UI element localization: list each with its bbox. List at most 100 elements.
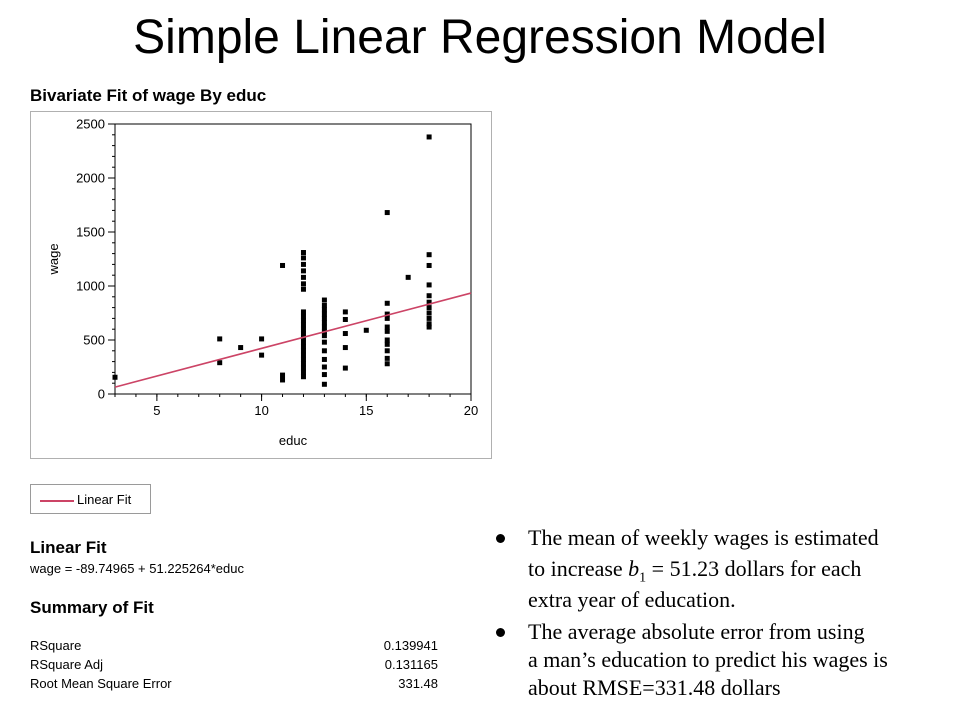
data-point (342, 345, 348, 351)
note-rmse: The average absolute error from using a … (492, 618, 952, 702)
data-point (384, 311, 390, 317)
data-point (384, 300, 390, 306)
data-point (321, 339, 327, 345)
data-point (300, 309, 306, 315)
summary-row: RSquare 0.139941 (30, 638, 438, 657)
y-tick-label: 2500 (76, 117, 105, 132)
data-point (384, 315, 390, 321)
note-text: dollars for each (719, 556, 862, 581)
data-point (321, 348, 327, 354)
data-point (280, 262, 286, 268)
data-point (238, 345, 244, 351)
data-point (321, 311, 327, 317)
interpretation-notes: The mean of weekly wages is estimated to… (492, 524, 952, 706)
data-point (342, 331, 348, 337)
chart-frame: 5 10 15 20 0 500 1000 1500 2000 2500 educ wage (30, 111, 492, 459)
y-tick-label: 500 (83, 333, 105, 348)
data-point (426, 321, 432, 327)
data-point (363, 327, 369, 333)
summary-value: 0.131165 (384, 657, 438, 672)
summary-value: 0.139941 (383, 638, 438, 653)
data-point (321, 324, 327, 330)
data-point (300, 326, 306, 332)
data-point (300, 274, 306, 280)
data-point (300, 369, 306, 375)
data-point (300, 268, 306, 274)
data-point (426, 252, 432, 258)
x-tick-label: 20 (464, 403, 478, 418)
data-point (426, 282, 432, 288)
scatter-plot: 5 10 15 20 0 500 1000 1500 2000 2500 educ wage (46, 117, 478, 449)
note-line: The average absolute error from using (528, 619, 865, 644)
data-point (300, 331, 306, 337)
summary-label: RSquare Adj (30, 657, 103, 672)
data-point (426, 305, 432, 311)
summary-of-fit-heading: Summary of Fit (30, 598, 154, 617)
data-point (300, 313, 306, 319)
math-variable: b (628, 556, 640, 581)
x-axis-label: educ (279, 433, 308, 448)
x-axis-ticks: 5 10 15 20 (153, 394, 478, 418)
math-subscript: 1 (639, 570, 647, 586)
data-point (384, 328, 390, 334)
fit-equation: wage = -89.74965 + 51.225264*educ (30, 561, 244, 576)
note-line: to increase b1 = 51.23 dollars for each (528, 552, 952, 586)
data-point (426, 262, 432, 268)
y-tick-label: 0 (98, 387, 105, 402)
data-point (280, 377, 286, 383)
report-title: Bivariate Fit of wage By educ (30, 86, 267, 105)
data-point (384, 355, 390, 361)
slope-symbol: b1 (628, 556, 646, 585)
data-point (300, 261, 306, 267)
data-point (342, 309, 348, 315)
data-point (300, 281, 306, 287)
data-point (384, 341, 390, 347)
data-point (342, 365, 348, 371)
data-point (384, 210, 390, 216)
note-text: to increase (528, 556, 629, 581)
data-point (259, 352, 265, 358)
data-point (405, 274, 411, 280)
y-tick-label: 1000 (76, 279, 105, 294)
data-points (112, 134, 432, 387)
summary-row: RSquare Adj 0.131165 (30, 657, 438, 676)
data-point (426, 134, 432, 140)
data-point (426, 315, 432, 321)
data-point (426, 310, 432, 316)
legend: Linear Fit (30, 484, 151, 514)
data-point (426, 299, 432, 305)
bullet-icon (496, 534, 505, 543)
summary-of-fit-table: RSquare 0.139941 RSquare Adj 0.131165 Ro… (30, 638, 438, 695)
note-slope: The mean of weekly wages is estimated to… (492, 524, 952, 614)
note-line: about RMSE=331.48 dollars (528, 675, 781, 700)
data-point (384, 337, 390, 343)
data-point (300, 343, 306, 349)
summary-label: RSquare (30, 638, 82, 653)
legend-label: Linear Fit (77, 492, 132, 507)
slide-title: Simple Linear Regression Model (133, 11, 827, 64)
data-point (426, 324, 432, 330)
data-point (321, 372, 327, 378)
data-point (321, 356, 327, 362)
x-tick-label: 10 (254, 403, 268, 418)
data-point (426, 293, 432, 299)
x-tick-label: 5 (153, 403, 160, 418)
data-point (321, 381, 327, 387)
y-tick-label: 1500 (76, 225, 105, 240)
data-point (217, 336, 223, 342)
data-point (300, 374, 306, 380)
linear-fit-heading: Linear Fit (30, 538, 107, 557)
data-point (300, 361, 306, 367)
data-point (321, 307, 327, 313)
data-point (321, 315, 327, 321)
data-point (300, 286, 306, 292)
data-point (384, 324, 390, 330)
legend-line-swatch (40, 500, 74, 502)
data-point (300, 318, 306, 324)
data-point (280, 372, 286, 378)
plot-area (114, 123, 472, 395)
data-point (300, 339, 306, 345)
data-point (321, 333, 327, 339)
data-point (300, 365, 306, 371)
math-value: = 51.23 (646, 556, 720, 581)
